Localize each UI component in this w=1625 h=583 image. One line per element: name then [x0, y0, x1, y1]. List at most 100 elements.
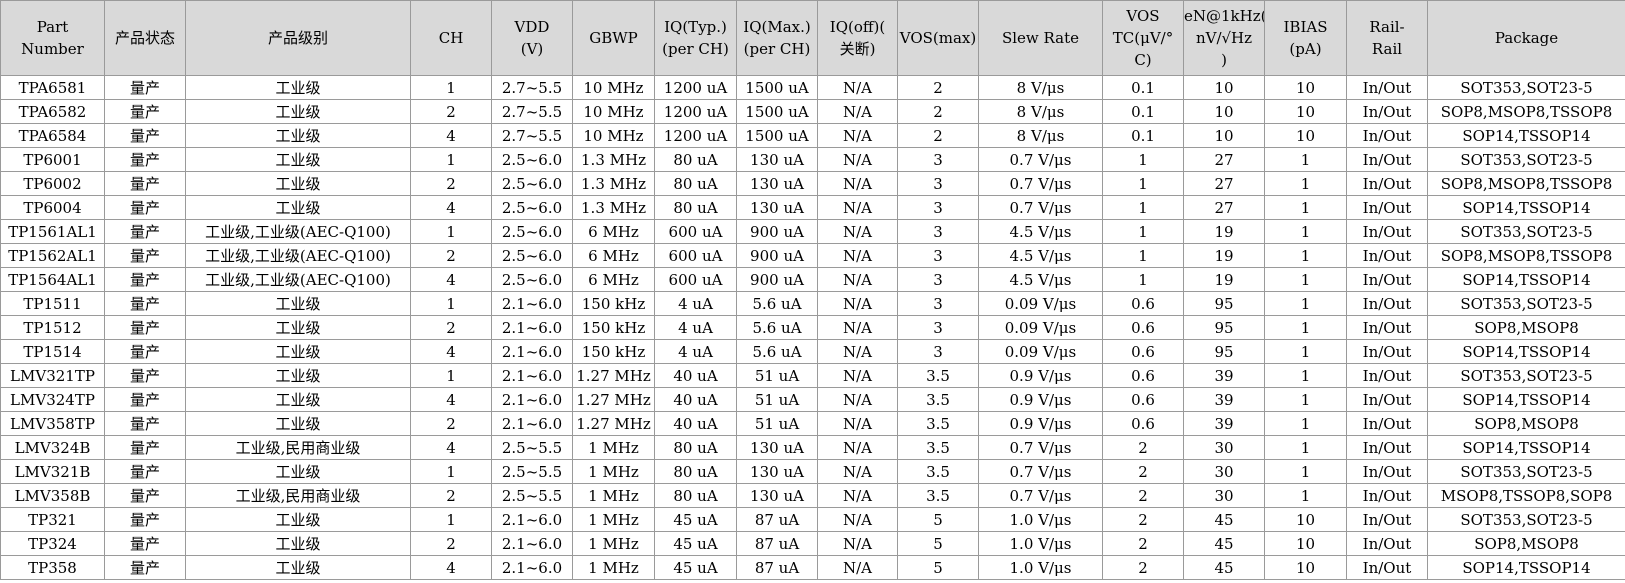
table-cell: 量产 [104, 507, 186, 532]
table-cell: 5 [897, 507, 979, 532]
table-cell: 3.5 [897, 483, 979, 508]
table-row: TP6004 量产 工业级 4 2.5~6.0 1.3 MHz 80 uA 130 uA N/A… [0, 195, 1625, 220]
table-cell: 51 uA [736, 363, 818, 388]
table-cell: 45 uA [654, 555, 737, 580]
table-cell: N/A [817, 387, 898, 412]
table-cell: 2 [897, 99, 979, 124]
table-cell: 900 uA [736, 243, 818, 268]
table-cell: 量产 [104, 315, 186, 340]
table-cell: In/Out [1346, 75, 1428, 100]
table-cell: 2 [1102, 507, 1184, 532]
table-cell: 0.7 V/μs [978, 435, 1103, 460]
table-cell: 40 uA [654, 411, 737, 436]
table-cell: 3 [897, 291, 979, 316]
table-cell: N/A [817, 291, 898, 316]
header-cell: Package [1427, 0, 1625, 76]
table-cell: 1 [1102, 147, 1184, 172]
table-cell: 3 [897, 147, 979, 172]
table-cell: TPA6582 [0, 99, 105, 124]
table-row: LMV321B 量产 工业级 1 2.5~5.5 1 MHz 80 uA 130 uA N/A 3… [0, 459, 1625, 484]
table-cell: 3 [897, 243, 979, 268]
table-cell: 工业级 [185, 123, 411, 148]
table-cell: 工业级 [185, 195, 411, 220]
table-cell: 4 uA [654, 291, 737, 316]
table-cell: 4 [410, 339, 492, 364]
table-cell: 1 [1264, 195, 1347, 220]
table-cell: 1 MHz [572, 531, 655, 556]
table-cell: 10 MHz [572, 99, 655, 124]
table-cell: 5.6 uA [736, 339, 818, 364]
table-cell: 6 MHz [572, 267, 655, 292]
table-cell: 1500 uA [736, 123, 818, 148]
table-cell: 10 [1264, 123, 1347, 148]
table-cell: 0.7 V/μs [978, 483, 1103, 508]
table-cell: 0.9 V/μs [978, 387, 1103, 412]
table-cell: 10 [1183, 75, 1265, 100]
table-cell: 1 [1264, 291, 1347, 316]
table-cell: TP1514 [0, 339, 105, 364]
table-row: TP324 量产 工业级 2 2.1~6.0 1 MHz 45 uA 87 uA N/A 5 1.0… [0, 531, 1625, 556]
table-cell: In/Out [1346, 195, 1428, 220]
table-cell: 10 [1264, 75, 1347, 100]
table-cell: 3 [897, 267, 979, 292]
table-cell: 45 [1183, 555, 1265, 580]
table-cell: SOT353,SOT23-5 [1427, 219, 1625, 244]
table-cell: In/Out [1346, 435, 1428, 460]
table-cell: 2 [1102, 483, 1184, 508]
table-cell: 2.5~5.5 [491, 483, 573, 508]
table-cell: 80 uA [654, 483, 737, 508]
table-cell: 80 uA [654, 147, 737, 172]
table-cell: 40 uA [654, 363, 737, 388]
table-cell: 30 [1183, 483, 1265, 508]
table-cell: 2.1~6.0 [491, 315, 573, 340]
table-cell: 1.0 V/μs [978, 531, 1103, 556]
table-cell: 1.0 V/μs [978, 507, 1103, 532]
table-cell: 4 [410, 387, 492, 412]
table-cell: TP324 [0, 531, 105, 556]
header-cell: IQ(Max.) (per CH) [736, 0, 818, 76]
table-cell: 40 uA [654, 387, 737, 412]
table-cell: 1.27 MHz [572, 387, 655, 412]
table-cell: 2 [410, 531, 492, 556]
table-cell: 95 [1183, 339, 1265, 364]
header-cell: 产品级别 [185, 0, 411, 76]
table-cell: In/Out [1346, 339, 1428, 364]
header-cell: VDD (V) [491, 0, 573, 76]
table-cell: 4.5 V/μs [978, 219, 1103, 244]
table-cell: 4.5 V/μs [978, 243, 1103, 268]
table-cell: 0.6 [1102, 315, 1184, 340]
table-cell: In/Out [1346, 267, 1428, 292]
table-cell: 工业级,民用商业级 [185, 483, 411, 508]
table-cell: 19 [1183, 267, 1265, 292]
table-cell: N/A [817, 339, 898, 364]
table-cell: 0.6 [1102, 339, 1184, 364]
table-row: TPA6584 量产 工业级 4 2.7~5.5 10 MHz 1200 uA 1500 uA… [0, 123, 1625, 148]
table-cell: 19 [1183, 219, 1265, 244]
header-cell: GBWP [572, 0, 655, 76]
table-cell: SOP14,TSSOP14 [1427, 555, 1625, 580]
table-cell: 0.6 [1102, 291, 1184, 316]
table-cell: 5.6 uA [736, 291, 818, 316]
table-cell: 2.7~5.5 [491, 123, 573, 148]
table-cell: 1.0 V/μs [978, 555, 1103, 580]
table-cell: 10 [1264, 99, 1347, 124]
table-cell: 51 uA [736, 411, 818, 436]
table-cell: 10 [1264, 507, 1347, 532]
table-cell: TP6004 [0, 195, 105, 220]
table-cell: 工业级 [185, 75, 411, 100]
table-cell: 5 [897, 555, 979, 580]
table-cell: 0.9 V/μs [978, 411, 1103, 436]
table-cell: In/Out [1346, 555, 1428, 580]
table-cell: 130 uA [736, 195, 818, 220]
table-cell: 1 [410, 75, 492, 100]
table-cell: In/Out [1346, 387, 1428, 412]
table-cell: 130 uA [736, 459, 818, 484]
table-cell: 2 [897, 75, 979, 100]
table-cell: 0.7 V/μs [978, 147, 1103, 172]
table-cell: 1 [1264, 483, 1347, 508]
table-cell: 2 [410, 483, 492, 508]
table-cell: N/A [817, 411, 898, 436]
table-cell: 8 V/μs [978, 75, 1103, 100]
table-row: TP358 量产 工业级 4 2.1~6.0 1 MHz 45 uA 87 uA N/A 5 1.0… [0, 555, 1625, 580]
table-cell: 0.09 V/μs [978, 339, 1103, 364]
